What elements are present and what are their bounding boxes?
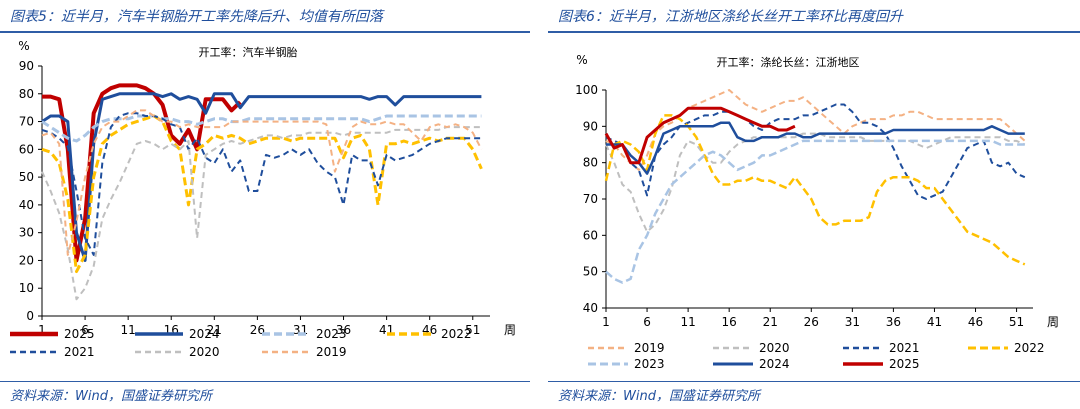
y-tick-label: 100 [575, 83, 598, 97]
x-tick-label: 36 [886, 315, 901, 329]
chart-subtitle: 开工率：汽车半钢胎 [199, 45, 298, 59]
legend-label-2024: 2024 [189, 327, 220, 341]
chart-subtitle: 开工率：涤纶长丝：江浙地区 [717, 55, 860, 69]
y-tick-label: 50 [583, 265, 598, 279]
x-tick-label: 21 [763, 315, 778, 329]
x-tick-label: 51 [1009, 315, 1024, 329]
y-tick-label: 50 [19, 170, 34, 184]
y-tick-label: 0 [26, 309, 34, 323]
figure-title: 图表6：近半月，江浙地区涤纶长丝开工率环比再度回升 [558, 9, 903, 25]
legend-label-2020: 2020 [189, 345, 220, 359]
title-rule [0, 31, 530, 33]
legend-label-2021: 2021 [889, 341, 920, 355]
source-note: 资料来源：Wind，国盛证券研究所 [558, 389, 760, 404]
x-tick-label: 21 [207, 323, 222, 337]
chart-panel-right: 图表6：近半月，江浙地区涤纶长丝开工率环比再度回升 开工率：涤纶长丝：江浙地区%… [548, 0, 1080, 409]
series-line-2023 [605, 139, 1025, 284]
y-tick-label: 40 [583, 301, 598, 315]
x-axis-unit: 周 [1047, 315, 1059, 329]
figure-title: 图表5：近半月，汽车半钢胎开工率先降后升、均值有所回落 [10, 9, 383, 25]
chart-panel-left: 图表5：近半月，汽车半钢胎开工率先降后升、均值有所回落 开工率：汽车半钢胎% 0 1… [0, 0, 530, 409]
series-line-2020 [605, 132, 1026, 233]
y-tick-label: 80 [19, 87, 34, 101]
series-line-2021 [41, 112, 482, 256]
legend-label-2025: 2025 [64, 327, 95, 341]
y-tick-label: 70 [19, 115, 34, 129]
legend-label-2023: 2023 [634, 357, 665, 371]
series-line-2024 [606, 121, 1025, 175]
y-axis-unit: % [576, 53, 587, 67]
y-tick-label: 10 [19, 281, 34, 295]
legend-label-2025: 2025 [889, 357, 920, 371]
legend-label-2024: 2024 [759, 357, 790, 371]
y-tick-label: 90 [19, 59, 34, 73]
x-tick-label: 26 [250, 323, 265, 337]
x-tick-label: 6 [643, 315, 651, 329]
legend-label-2021: 2021 [64, 345, 95, 359]
y-tick-label: 20 [19, 253, 34, 267]
title-rule [548, 31, 1080, 33]
source-note: 资料来源：Wind，国盛证券研究所 [10, 389, 212, 404]
y-axis-unit: % [18, 39, 29, 53]
legend-label-2020: 2020 [759, 341, 790, 355]
source-rule [548, 381, 1080, 382]
x-tick-label: 36 [336, 323, 351, 337]
x-tick-label: 26 [804, 315, 819, 329]
y-tick-label: 40 [19, 198, 34, 212]
series-line-2022 [41, 114, 483, 274]
x-tick-label: 41 [927, 315, 942, 329]
y-tick-label: 60 [19, 142, 34, 156]
legend-label-2019: 2019 [634, 341, 665, 355]
x-tick-label: 51 [465, 323, 480, 337]
legend-label-2023: 2023 [316, 327, 347, 341]
series-line-2024 [41, 92, 482, 262]
x-tick-label: 1 [602, 315, 610, 329]
y-tick-label: 90 [583, 119, 598, 133]
y-tick-label: 80 [583, 156, 598, 170]
x-axis-unit: 周 [504, 323, 516, 337]
x-tick-label: 31 [845, 315, 860, 329]
series-line-2025 [604, 106, 796, 165]
series-line-2021 [605, 103, 1026, 200]
y-tick-label: 70 [583, 192, 598, 206]
legend-label-2022: 2022 [1014, 341, 1045, 355]
x-tick-label: 16 [722, 315, 737, 329]
series-line-2019 [41, 109, 483, 256]
legend-label-2019: 2019 [316, 345, 347, 359]
x-tick-label: 11 [680, 315, 695, 329]
y-tick-label: 30 [19, 226, 34, 240]
x-tick-label: 46 [968, 315, 983, 329]
series-line-2019 [605, 89, 1026, 171]
series-line-2025 [42, 83, 242, 263]
y-tick-label: 60 [583, 228, 598, 242]
source-rule [0, 381, 530, 382]
x-tick-label: 11 [121, 323, 136, 337]
series-line-2020 [41, 126, 482, 301]
series-line-2023 [41, 114, 482, 143]
x-tick-label: 1 [38, 323, 46, 337]
legend-label-2022: 2022 [441, 327, 472, 341]
x-tick-label: 6 [81, 323, 89, 337]
